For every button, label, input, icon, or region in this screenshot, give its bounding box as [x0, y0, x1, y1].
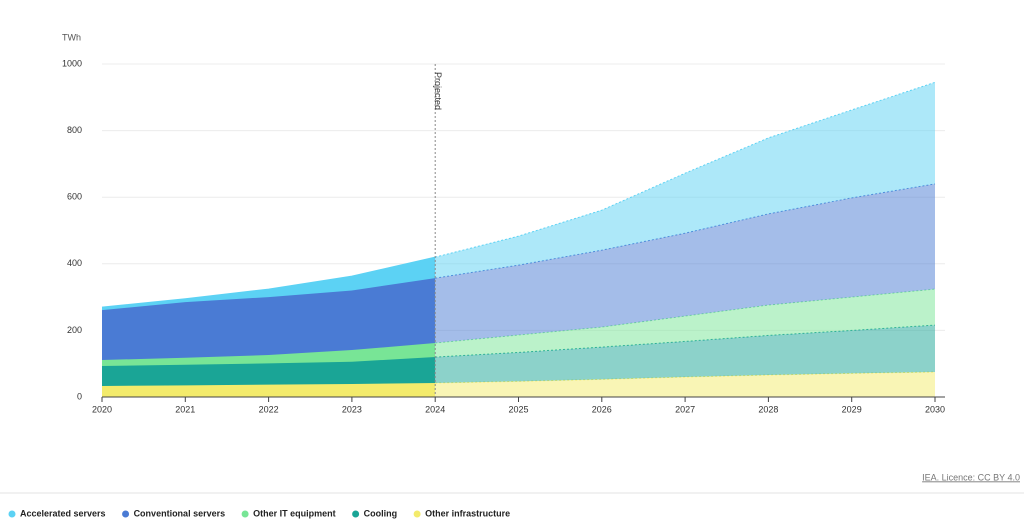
x-tick-label: 2029: [842, 404, 862, 414]
area: [435, 183, 935, 344]
legend-marker: [352, 510, 360, 518]
x-tick-label: 2022: [259, 404, 279, 414]
area: [102, 357, 436, 387]
legend-label: Accelerated servers: [20, 508, 106, 518]
x-tick-label: 2030: [925, 404, 945, 414]
x-tick-label: 2027: [675, 404, 695, 414]
x-tick-label: 2026: [592, 404, 612, 414]
area: [435, 372, 935, 397]
x-tick-label: 2028: [758, 404, 778, 414]
area: [102, 343, 436, 367]
y-tick-label: 600: [67, 192, 82, 202]
area: [435, 82, 935, 279]
y-tick-label: 1000: [62, 58, 82, 68]
legend-marker: [122, 510, 130, 518]
area: [102, 257, 436, 311]
x-tick-label: 2025: [508, 404, 528, 414]
area: [435, 289, 935, 358]
y-tick-label: 200: [67, 325, 82, 335]
legend-marker: [413, 510, 421, 518]
area: [435, 325, 935, 384]
area-edge: [101, 256, 436, 308]
y-axis-label: TWh: [62, 32, 81, 42]
y-tick-label: 0: [77, 391, 82, 401]
legend-label: Conventional servers: [134, 508, 226, 518]
legend-marker: [241, 510, 249, 518]
x-tick-label: 2021: [175, 404, 195, 414]
source[interactable]: IEA. Licence: CC BY 4.0: [922, 472, 1020, 482]
x-tick-label: 2020: [92, 404, 112, 414]
x-tick-label: 2023: [342, 404, 362, 414]
legend-label: Other IT equipment: [253, 508, 336, 518]
y-tick-label: 800: [67, 125, 82, 135]
legend-label: Other infrastructure: [425, 508, 510, 518]
x-tick-label: 2024: [425, 404, 445, 414]
y-tick-label: 400: [67, 258, 82, 268]
area: [102, 278, 436, 361]
legend-label: Cooling: [364, 508, 398, 518]
area: [102, 383, 436, 397]
area-edge: [435, 81, 936, 258]
legend-marker: [8, 510, 16, 518]
projection-label: Projected: [433, 72, 443, 110]
